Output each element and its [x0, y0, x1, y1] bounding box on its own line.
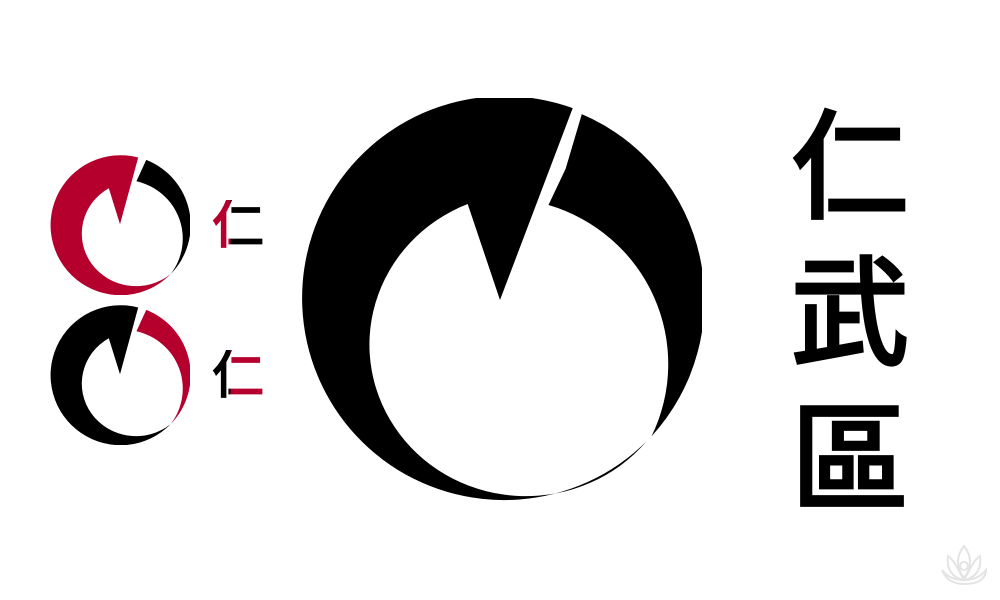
- title-char-2: 武: [790, 245, 909, 383]
- emblem-mark-icon: [50, 155, 190, 295]
- lotus-watermark-icon: [941, 544, 988, 586]
- small-logo-text-black: 仁: [212, 350, 264, 402]
- small-logo-text-red: 仁: [212, 200, 264, 252]
- emblem-crescent: [548, 114, 702, 437]
- vertical-title: 仁 武 區: [790, 95, 910, 533]
- title-char-3: 區: [790, 391, 909, 529]
- emblem-main-arc: [50, 305, 171, 445]
- emblem-main-arc: [50, 155, 171, 295]
- emblem-mark-icon: [50, 305, 190, 445]
- small-logo-glyph: 仁: [212, 346, 265, 406]
- title-char-1: 仁: [790, 99, 909, 237]
- emblem-mark-icon: [302, 98, 702, 501]
- emblem-crescent: [136, 159, 190, 274]
- small-logo-glyph: 仁: [212, 196, 265, 256]
- emblem-main-arc: [302, 98, 647, 501]
- emblem-large-logo: [302, 98, 702, 501]
- emblem-small-red-logo: [50, 155, 190, 295]
- emblem-small-black-logo: [50, 305, 190, 445]
- emblem-crescent: [136, 309, 190, 424]
